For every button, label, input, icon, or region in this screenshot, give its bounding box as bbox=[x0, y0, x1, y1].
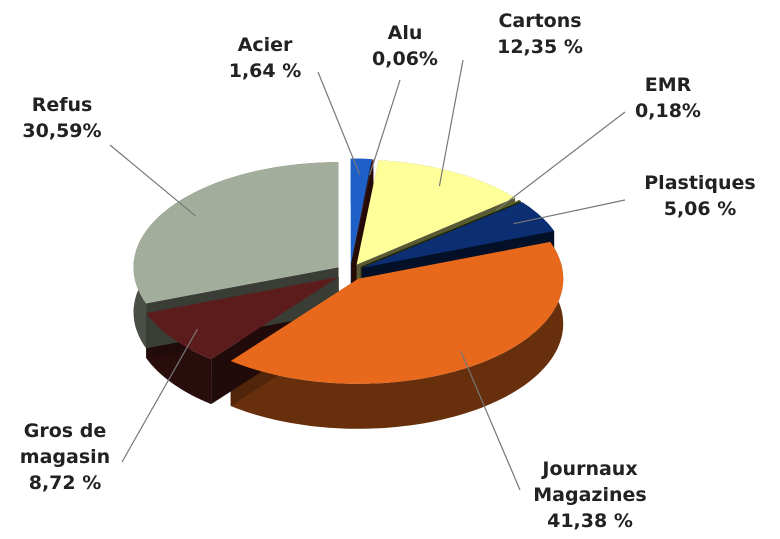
leader-line bbox=[438, 59, 464, 187]
slice-label: Acier 1,64 % bbox=[205, 32, 325, 84]
value-label: 8,72 % bbox=[28, 472, 102, 494]
leader-line bbox=[460, 350, 521, 491]
slice-label: Cartons 12,35 % bbox=[470, 8, 610, 60]
slice-label: Plastiques 5,06 % bbox=[630, 170, 770, 222]
slice bbox=[356, 160, 515, 265]
category-label: Cartons bbox=[498, 10, 582, 32]
slice bbox=[362, 202, 555, 268]
slice bbox=[230, 241, 564, 384]
category-label: Alu bbox=[387, 22, 423, 44]
slice bbox=[351, 159, 374, 264]
slice-label: Alu 0,06% bbox=[345, 20, 465, 72]
leader-line bbox=[495, 111, 626, 211]
category-label: EMR bbox=[644, 74, 692, 96]
leader-line bbox=[513, 199, 626, 225]
value-label: 30,59% bbox=[22, 120, 102, 142]
category-label: Acier bbox=[237, 34, 293, 56]
value-label: 1,64 % bbox=[228, 60, 302, 82]
slice bbox=[133, 162, 339, 304]
slice bbox=[146, 276, 339, 360]
leader-line bbox=[121, 328, 198, 463]
value-label: 5,06 % bbox=[663, 198, 737, 220]
leader-line bbox=[317, 71, 361, 175]
category-label: Plastiques bbox=[644, 172, 756, 194]
value-label: 0,18% bbox=[635, 100, 701, 122]
value-label: 0,06% bbox=[372, 48, 438, 70]
category-label: Refus bbox=[31, 94, 93, 116]
value-label: 41,38 % bbox=[547, 510, 633, 532]
category-label: Gros de magasin bbox=[19, 420, 111, 468]
slice-label: Journaux Magazines 41,38 % bbox=[525, 456, 655, 534]
slice-label: Refus 30,59% bbox=[2, 92, 122, 144]
leader-line bbox=[369, 79, 401, 176]
slice-side bbox=[230, 241, 564, 429]
slice bbox=[350, 158, 372, 264]
slice-label: EMR 0,18% bbox=[608, 72, 728, 124]
category-label: Journaux Magazines bbox=[533, 458, 647, 506]
slice bbox=[360, 200, 521, 267]
value-label: 12,35 % bbox=[497, 36, 583, 58]
slice-label: Gros de magasin 8,72 % bbox=[10, 418, 120, 496]
leader-line bbox=[109, 144, 197, 217]
